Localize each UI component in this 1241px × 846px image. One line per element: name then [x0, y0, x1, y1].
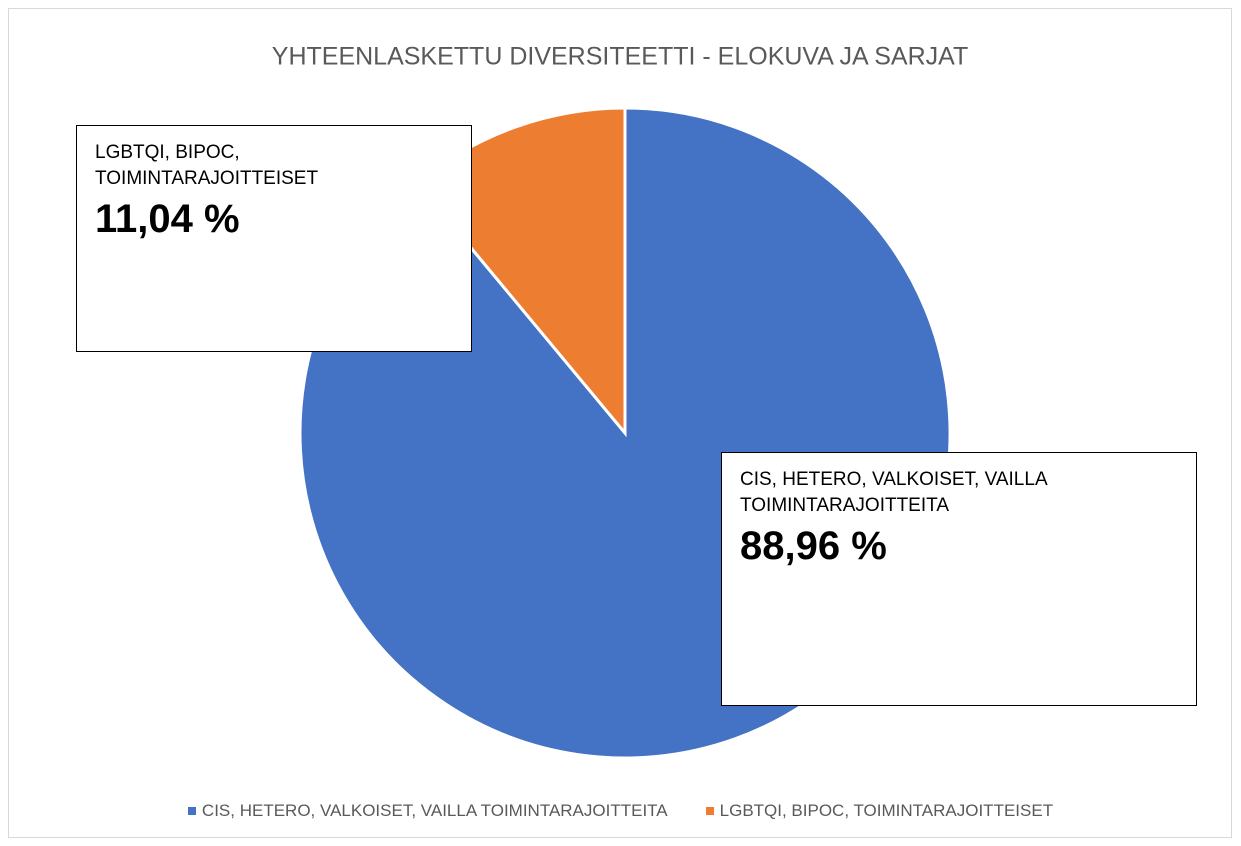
chart-frame [8, 8, 1232, 838]
data-label: LGBTQI, BIPOC, TOIMINTARAJOITTEISET 11,04… [76, 125, 472, 352]
legend-swatch [187, 807, 196, 815]
legend: CIS, HETERO, VALKOISET, VAILLA TOIMINTAR… [0, 801, 1241, 821]
data-label-name: LGBTQI, BIPOC, TOIMINTARAJOITTEISET [95, 142, 319, 189]
legend-item: CIS, HETERO, VALKOISET, VAILLA TOIMINTAR… [187, 801, 668, 821]
data-label-value: 11,04 % [95, 197, 240, 241]
data-label: CIS, HETERO, VALKOISET, VAILLA TOIMINTAR… [721, 452, 1197, 706]
data-label-value: 88,96 % [740, 524, 887, 568]
data-label-name: CIS, HETERO, VALKOISET, VAILLA TOIMINTAR… [740, 469, 1047, 516]
legend-swatch [705, 807, 714, 815]
legend-label: CIS, HETERO, VALKOISET, VAILLA TOIMINTAR… [201, 801, 668, 820]
chart-title: YHTEENLASKETTU DIVERSITEETTI - ELOKUVA J… [272, 43, 968, 71]
legend-label: LGBTQI, BIPOC, TOIMINTARAJOITTEISET [719, 801, 1054, 820]
legend-item: LGBTQI, BIPOC, TOIMINTARAJOITTEISET [705, 801, 1054, 821]
